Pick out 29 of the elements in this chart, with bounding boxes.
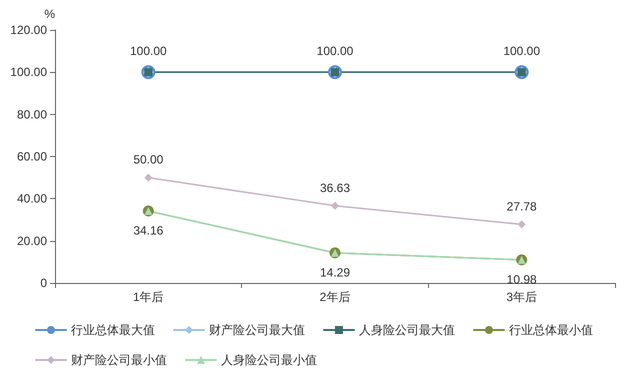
x-tick-label: 2年后 [320, 290, 350, 304]
point [331, 202, 339, 210]
legend-label: 行业总体最小值 [509, 323, 593, 337]
legend-label: 财产险公司最大值 [209, 323, 305, 337]
x-tick-label: 1年后 [132, 290, 164, 304]
legend-label: 行业总体最大值 [71, 323, 155, 337]
x-tick-label: 3年后 [506, 290, 538, 304]
data-label: 27.78 [506, 199, 538, 214]
y-tick-label: 40.00 [16, 192, 48, 206]
y-axis-title: % [44, 7, 56, 21]
legend-label: 财产险公司最小值 [71, 353, 167, 367]
legend-label: 人身险公司最大值 [359, 323, 455, 337]
y-tick-label: 0 [40, 276, 48, 290]
data-label: 14.29 [320, 265, 350, 280]
data-label: 10.98 [506, 272, 538, 286]
data-label: 100.00 [316, 44, 354, 58]
y-tick-label: 60.00 [16, 150, 48, 164]
data-label: 100.00 [130, 44, 168, 58]
data-label: 100.00 [503, 44, 540, 58]
point [518, 220, 526, 228]
data-label: 36.63 [320, 180, 350, 195]
y-tick-label: 120.00 [10, 23, 48, 37]
y-tick-label: 100.00 [10, 65, 48, 80]
data-label: 34.16 [133, 223, 164, 238]
y-tick-label: 80.00 [16, 107, 48, 122]
y-tick-label: 20.00 [16, 234, 48, 248]
point [144, 174, 152, 182]
legend-label: 人身险公司最小值 [221, 353, 317, 367]
data-label: 50.00 [133, 152, 164, 167]
